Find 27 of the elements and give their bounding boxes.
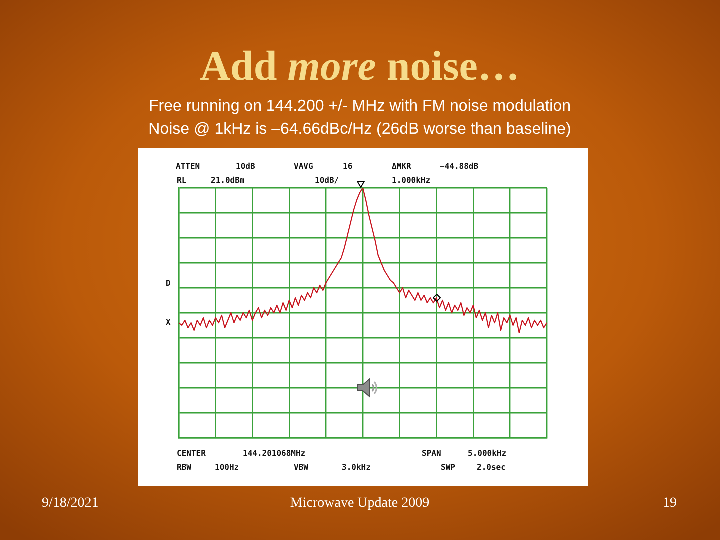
- text: 19: [663, 495, 677, 513]
- text: 16: [343, 162, 353, 172]
- chart-subtitle: Free running on 144.200 +/- MHz with FM noise modulation Noise @ 1kHz is –64.66dBc/Hz (26dB worse than baseline): [148, 97, 572, 140]
- text: 144.201068MHz: [243, 449, 306, 459]
- text: VAVG: [294, 162, 314, 172]
- text: RBW: [177, 463, 192, 473]
- text: SPAN: [422, 449, 442, 459]
- text: 21.0dBm: [211, 176, 245, 186]
- text: Microwave Update 2009: [290, 495, 430, 513]
- text: ΔMKR: [392, 162, 412, 172]
- text: 10dB/: [315, 176, 340, 186]
- text: D: [166, 279, 171, 289]
- text: 3.0kHz: [342, 463, 371, 473]
- text: RL: [177, 176, 187, 186]
- text: 1.000kHz: [392, 176, 431, 186]
- text: X: [166, 318, 171, 328]
- text: VBW: [294, 463, 308, 473]
- text: −44.88dB: [440, 162, 479, 172]
- text: 10dB: [236, 162, 256, 172]
- text: CENTER: [177, 449, 206, 459]
- text: 100Hz: [215, 463, 240, 473]
- text: 5.000kHz: [468, 449, 507, 459]
- text: SWP: [441, 463, 456, 473]
- text: ATTEN: [176, 162, 200, 172]
- chart-title: Add more noise…: [200, 44, 520, 90]
- text: 2.0sec: [477, 463, 506, 473]
- text: 9/18/2021: [42, 495, 99, 513]
